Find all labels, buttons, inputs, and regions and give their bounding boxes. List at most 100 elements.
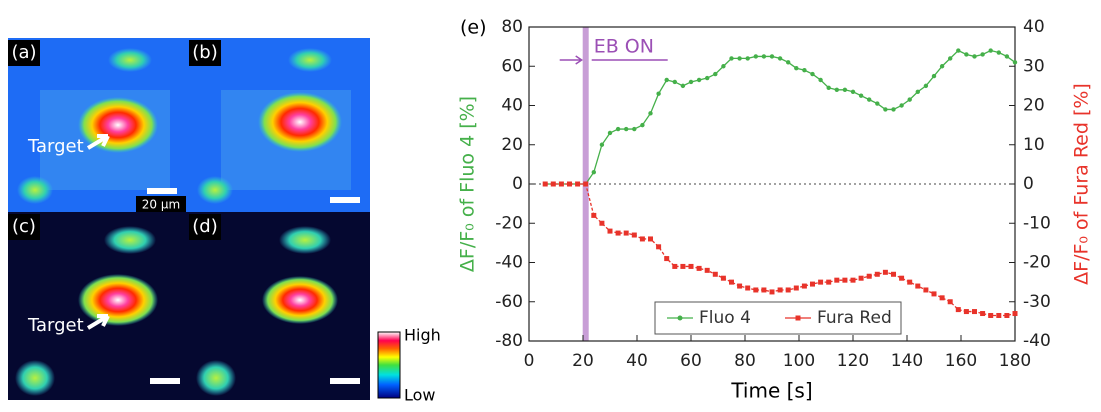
point [737,283,743,289]
point [801,283,807,289]
y2-axis-title: ΔF/F₀ of Fura Red [%] [1071,83,1093,285]
x-tick-label: 120 [837,351,869,371]
point [802,67,807,73]
point [664,256,670,262]
y-tick-label: -80 [495,331,523,351]
point [624,126,629,132]
point [891,271,896,277]
annotation: EB ON [594,36,654,58]
y-tick-label: 0 [512,174,523,194]
point [858,275,864,281]
point [567,181,572,187]
label-box [8,40,40,66]
legend-label: Fura Red [817,308,892,328]
point [542,181,548,187]
point [947,299,953,305]
point [899,103,904,108]
cell [196,360,236,396]
y2-tick-label: 10 [1023,135,1045,155]
point [737,56,742,61]
colorbar-low: Low [404,386,436,405]
point [996,312,1002,318]
point [583,181,589,187]
scale-bar [330,378,360,384]
point [550,181,556,187]
colorbar [377,331,401,399]
point [794,66,799,71]
point [842,87,848,93]
point [607,228,613,234]
point [964,52,969,57]
point [963,309,969,315]
point [721,64,726,69]
legend-marker [677,315,683,321]
label-box [189,40,221,66]
point [931,73,937,79]
point [720,275,726,281]
point [850,277,856,283]
legend-marker [795,315,801,321]
cell [108,48,152,72]
micrographs: (a) (b) (c) (d) Target Target 20 μm High… [8,38,441,405]
target-label: Target [27,315,84,336]
point [867,97,872,102]
annotation-arrow [559,55,584,65]
point [631,232,637,238]
y2-tick-label: 20 [1023,96,1045,116]
point [1004,312,1010,318]
point [704,267,710,273]
point [834,277,840,283]
cell [197,176,233,204]
cell [279,226,331,254]
x-tick-label: 180 [999,351,1031,371]
point [866,273,872,279]
cell [288,48,332,72]
point [656,244,662,250]
point [575,181,581,187]
point [980,52,985,57]
legend-box [654,301,902,335]
y2-tick-label: -40 [1023,331,1051,351]
colorbar-high: High [404,326,441,345]
point [745,56,750,61]
point [955,307,961,313]
point [615,126,621,132]
x-tick-label: 160 [945,351,977,371]
point [591,212,597,218]
point [907,97,912,102]
point [850,89,856,94]
panel-label: (d) [192,216,217,237]
point [915,283,921,289]
x-tick-label: 60 [680,351,702,371]
panel-label: (c) [12,216,36,237]
point [640,122,645,128]
scale-bar [330,197,360,203]
point [915,89,920,94]
target-cell [78,97,158,153]
y-tick-label: 40 [501,96,523,116]
point [834,87,839,93]
point [729,56,734,61]
point [648,111,653,116]
point [875,101,880,106]
point [793,285,799,291]
point [939,295,945,301]
target-cell [258,92,342,152]
point [907,279,913,285]
point [988,48,993,53]
y-tick-label: 60 [501,56,523,76]
point [632,126,637,132]
point [769,289,775,295]
point [599,142,605,147]
point [777,56,783,61]
point [688,263,694,269]
point [672,79,677,85]
y2-tick-label: -30 [1023,292,1051,312]
panel-label: (a) [11,42,36,63]
point [818,279,824,285]
point [882,269,888,275]
point [672,263,678,269]
point [1012,311,1018,317]
point [639,236,645,242]
point [688,79,694,85]
